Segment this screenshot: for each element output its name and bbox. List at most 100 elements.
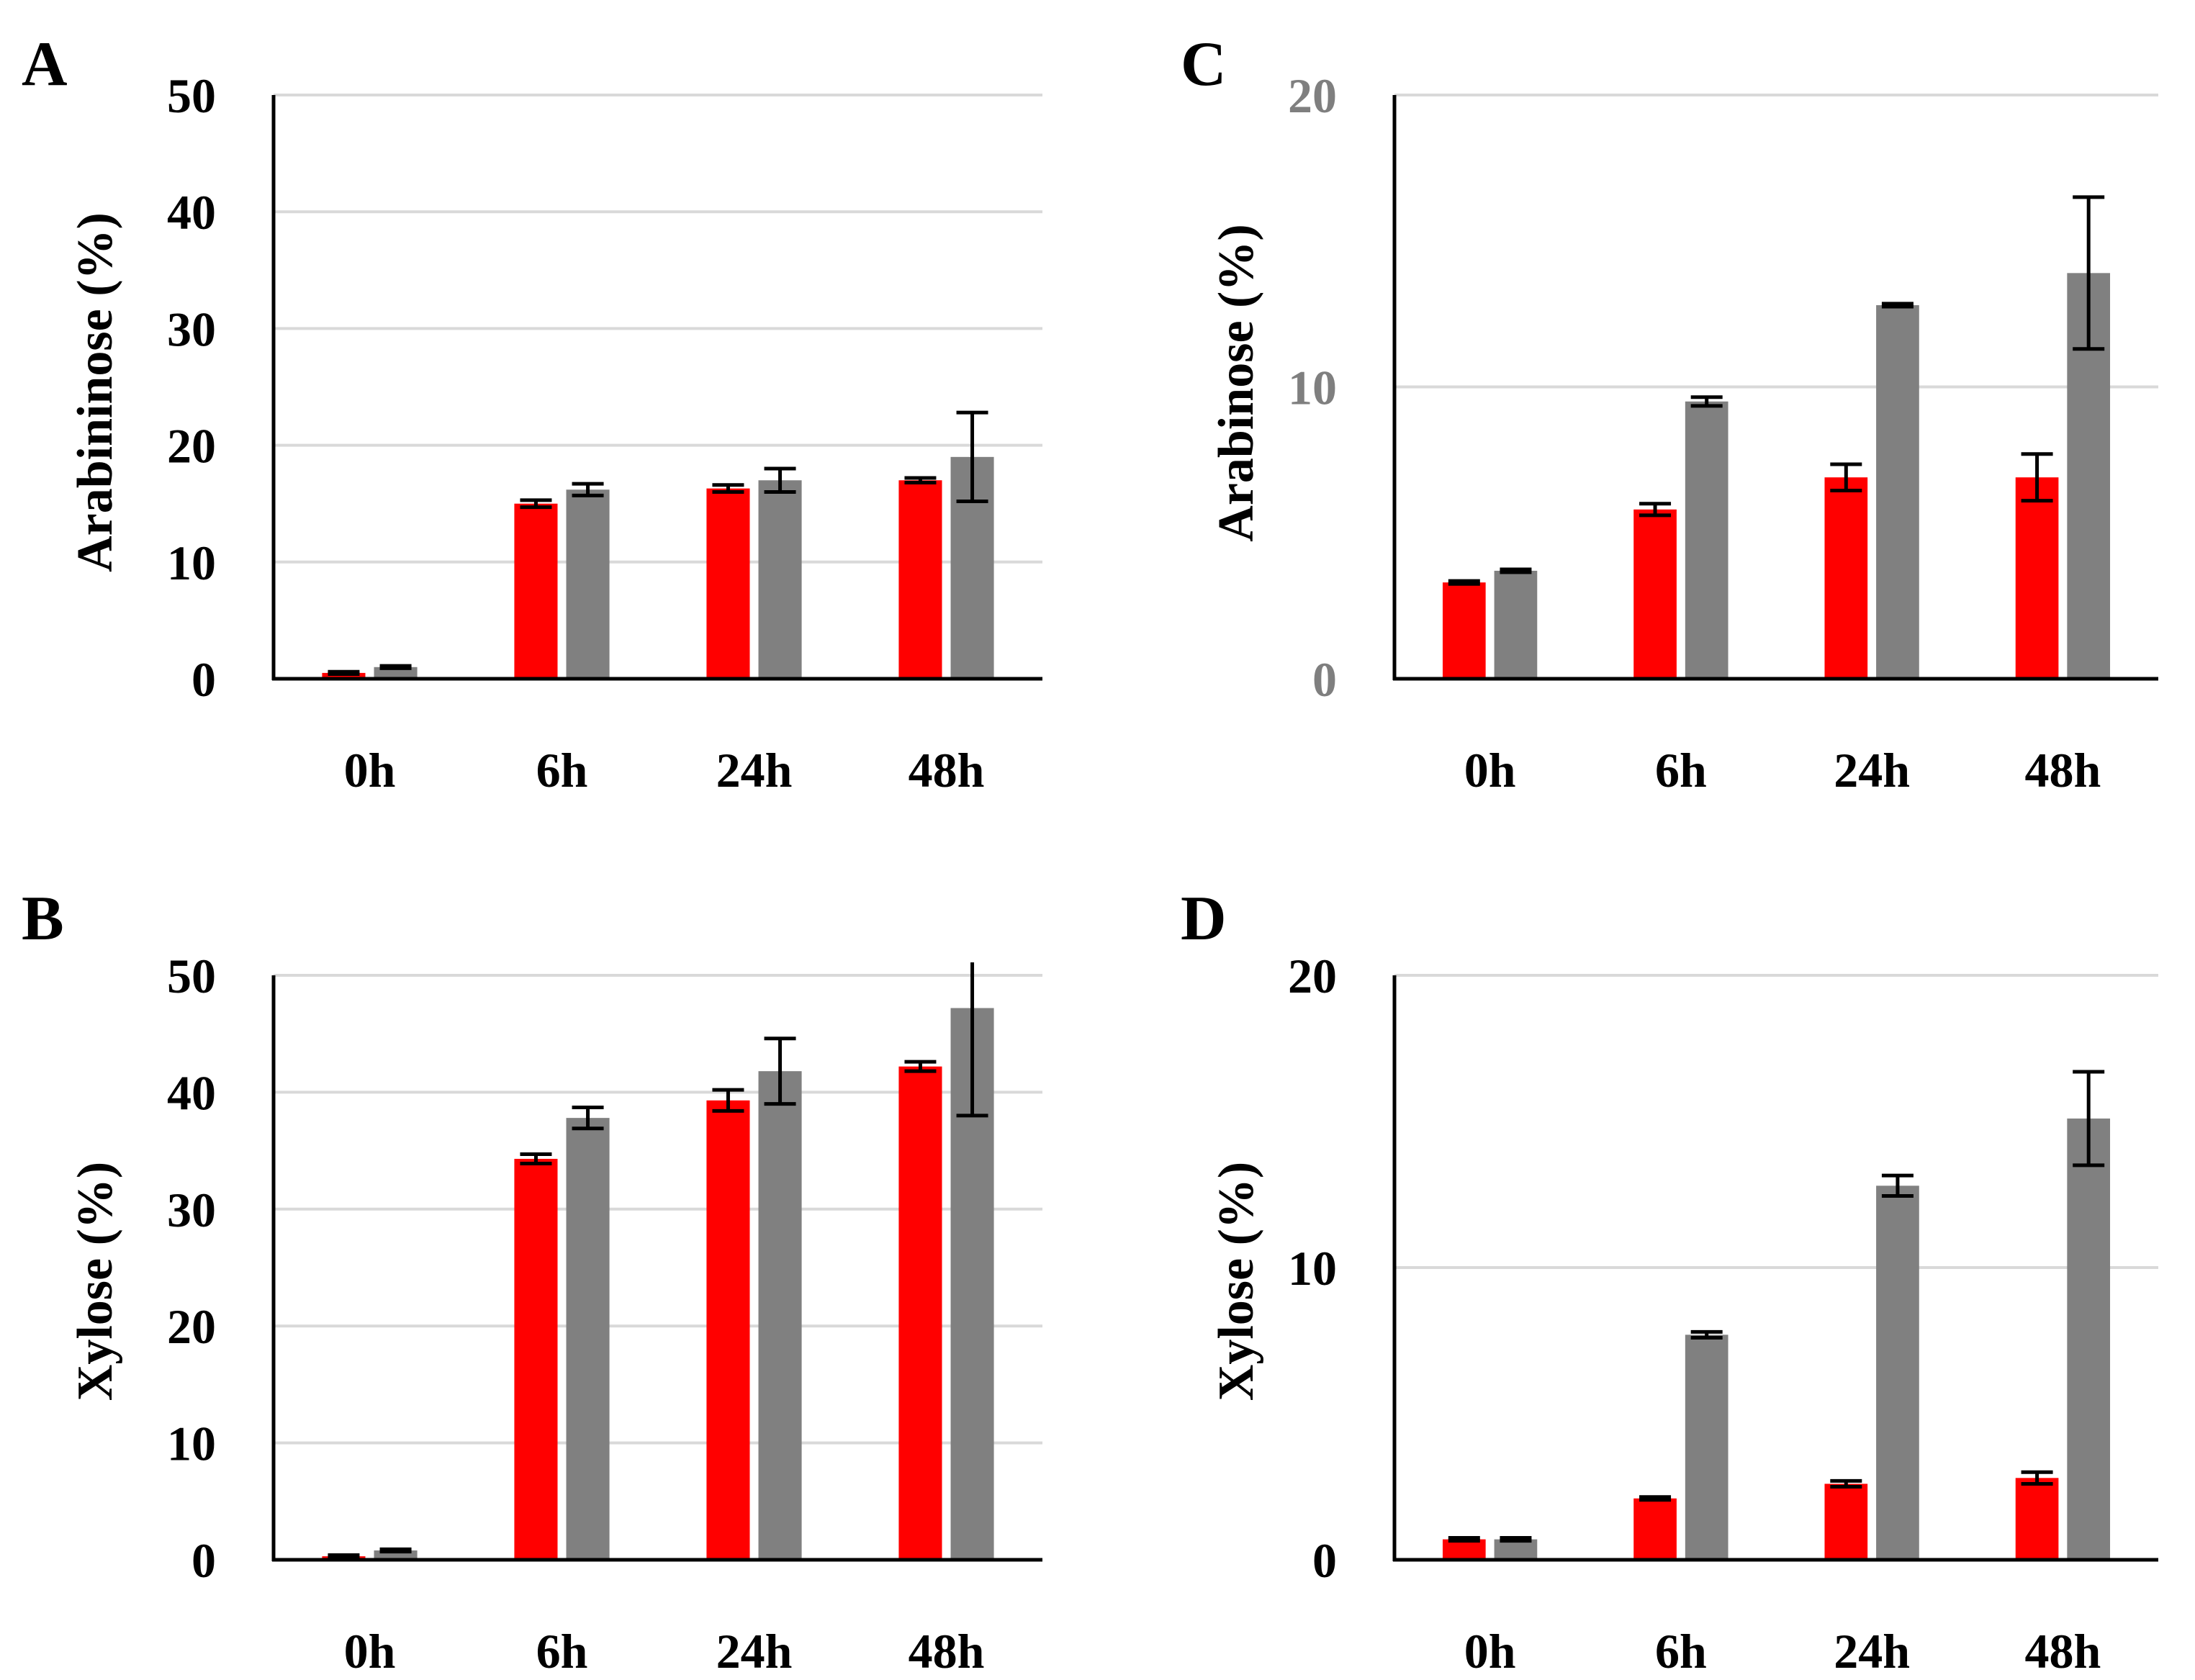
panel-a-y-ticks: 0 10 20 30 40 50	[167, 68, 216, 707]
panel-a-bar-6h-red	[514, 503, 558, 679]
panel-a: A Arabininose (%) 0 10 20 30 40 50 0h 6h 24h 48h	[22, 30, 1042, 798]
panel-d-error-bar-0h-red	[1448, 1536, 1480, 1543]
panel-c-y-tick-label: 20	[1288, 68, 1337, 123]
panel-d-error-bar-0h-gray	[1500, 1536, 1532, 1543]
panel-d-letter: D	[1181, 884, 1227, 954]
panel-c-error-bar-0h-red	[1448, 579, 1480, 586]
panel-a-error-bar-0h-red	[328, 669, 360, 677]
panel-a-bar-48h-red	[898, 480, 942, 679]
panel-a-x-tick-label: 0h	[344, 743, 396, 798]
panel-a-error-bars	[328, 410, 988, 677]
panel-c-error-bar-24h-red	[1830, 462, 1862, 492]
panel-a-x-tick-label: 24h	[716, 743, 793, 798]
panel-b-y-tick-label: 50	[167, 949, 216, 1003]
panel-d-error-bar-48h-gray	[2073, 1070, 2105, 1168]
panel-a-x-ticks: 0h 6h 24h 48h	[344, 743, 985, 798]
panel-c-y-tick-label: 0	[1312, 652, 1337, 707]
panel-d-x-ticks: 0h 6h 24h 48h	[1464, 1624, 2101, 1679]
panel-a-axes	[271, 95, 1042, 681]
panel-c-axes	[1392, 95, 2158, 681]
panel-b-letter: B	[22, 884, 64, 954]
panel-b-error-bar-6h-gray	[572, 1106, 604, 1131]
panel-a-error-bar-48h-gray	[956, 410, 988, 503]
panel-b-y-axis-label: Xylose (%)	[68, 1162, 123, 1401]
panel-c-letter: C	[1181, 30, 1227, 99]
panel-a-y-tick-label: 10	[167, 536, 216, 590]
panel-d-bar-6h-gray	[1685, 1334, 1728, 1560]
panel-b-bar-6h-red	[514, 1158, 558, 1560]
panel-b-y-tick-label: 0	[191, 1533, 216, 1588]
panel-c-y-axis-label: Arabinose (%)	[1209, 224, 1264, 541]
panel-b-error-bar-24h-gray	[764, 1037, 796, 1106]
panel-c-error-bar-48h-red	[2021, 452, 2053, 503]
panel-c-error-bar-6h-gray	[1690, 395, 1723, 408]
panel-a-x-tick-label: 6h	[536, 743, 588, 798]
panel-c-x-tick-label: 6h	[1655, 743, 1707, 798]
panel-b-bar-24h-red	[706, 1100, 750, 1560]
panel-d-bars	[1442, 1118, 2111, 1560]
panel-d-y-ticks: 0 10 20	[1288, 949, 1337, 1588]
panel-a-error-bar-24h-red	[712, 483, 744, 494]
panel-d-y-axis-label: Xylose (%)	[1209, 1162, 1264, 1401]
panel-c-x-tick-label: 0h	[1464, 743, 1516, 798]
panel-b-y-ticks: 0 10 20 30 40 50	[167, 949, 216, 1588]
panel-a-y-tick-label: 0	[191, 652, 216, 707]
panel-b-y-tick-label: 30	[167, 1183, 216, 1237]
panel-d-bar-48h-red	[2015, 1478, 2059, 1560]
panel-d-bar-6h-red	[1633, 1498, 1677, 1560]
panel-d-error-bar-24h-gray	[1881, 1173, 1914, 1198]
panel-c-bar-6h-gray	[1685, 401, 1728, 679]
panel-a-bar-24h-red	[706, 488, 750, 679]
panel-d-y-tick-label: 0	[1312, 1533, 1337, 1588]
panel-d-bar-0h-red	[1442, 1539, 1486, 1560]
panel-c-y-ticks: 0 10 20	[1288, 68, 1337, 707]
panel-b-x-tick-label: 6h	[536, 1624, 588, 1679]
panel-c-bar-0h-gray	[1494, 570, 1538, 679]
panel-b-error-bar-0h-gray	[379, 1547, 412, 1554]
panel-d-error-bar-24h-red	[1830, 1478, 1862, 1489]
panel-a-y-tick-label: 50	[167, 68, 216, 123]
panel-a-y-tick-label: 20	[167, 419, 216, 474]
panel-d-bar-24h-red	[1824, 1483, 1868, 1560]
panel-d-x-tick-label: 48h	[2024, 1624, 2101, 1679]
panel-d-error-bar-48h-red	[2021, 1470, 2053, 1486]
panel-c-bar-24h-red	[1824, 477, 1868, 679]
panel-c-bar-24h-gray	[1876, 304, 1919, 679]
panel-c-y-tick-label: 10	[1288, 361, 1337, 415]
panel-c-bar-0h-red	[1442, 582, 1486, 679]
panel-b-y-tick-label: 20	[167, 1299, 216, 1354]
panel-b-bar-48h-red	[898, 1066, 942, 1560]
panel-a-error-bar-6h-gray	[572, 482, 604, 497]
panel-c-x-ticks: 0h 6h 24h 48h	[1464, 743, 2101, 798]
panel-a-bar-6h-gray	[566, 489, 610, 679]
panel-b-error-bar-6h-red	[520, 1152, 552, 1165]
panel-c-bars	[1442, 273, 2111, 679]
panel-c-bar-48h-red	[2015, 477, 2059, 679]
panel-b-x-tick-label: 24h	[716, 1624, 793, 1679]
panel-d-gridlines	[1394, 974, 2158, 1269]
panel-d-bar-24h-gray	[1876, 1186, 1919, 1560]
panel-b-x-tick-label: 0h	[344, 1624, 396, 1679]
panel-a-error-bar-0h-gray	[379, 664, 412, 670]
panel-d-bar-48h-gray	[2067, 1118, 2111, 1560]
panel-a-bars	[322, 456, 994, 679]
panel-b: B Xylose (%) 0 10 20 30 40 50 0h 6h 24h 48h	[22, 884, 1042, 1679]
panel-a-y-tick-label: 30	[167, 302, 216, 356]
panel-a-error-bar-48h-red	[904, 476, 937, 485]
panel-d-x-tick-label: 0h	[1464, 1624, 1516, 1679]
panel-a-error-bar-6h-red	[520, 498, 552, 510]
panel-c-x-tick-label: 48h	[2024, 743, 2101, 798]
panel-b-bar-6h-gray	[566, 1118, 610, 1560]
panel-d-error-bar-6h-gray	[1690, 1329, 1723, 1340]
panel-a-error-bar-24h-gray	[764, 466, 796, 494]
panel-b-bar-24h-gray	[758, 1071, 802, 1560]
panel-d-error-bar-6h-red	[1639, 1495, 1672, 1502]
panel-c-error-bars	[1448, 195, 2105, 586]
panel-c-error-bar-48h-gray	[2073, 195, 2105, 351]
panel-b-x-ticks: 0h 6h 24h 48h	[344, 1624, 985, 1679]
panel-b-error-bars	[328, 962, 988, 1560]
panel-c-gridlines	[1394, 94, 2158, 389]
panel-d-bar-0h-gray	[1494, 1539, 1538, 1560]
panel-c-error-bar-24h-gray	[1881, 302, 1914, 309]
